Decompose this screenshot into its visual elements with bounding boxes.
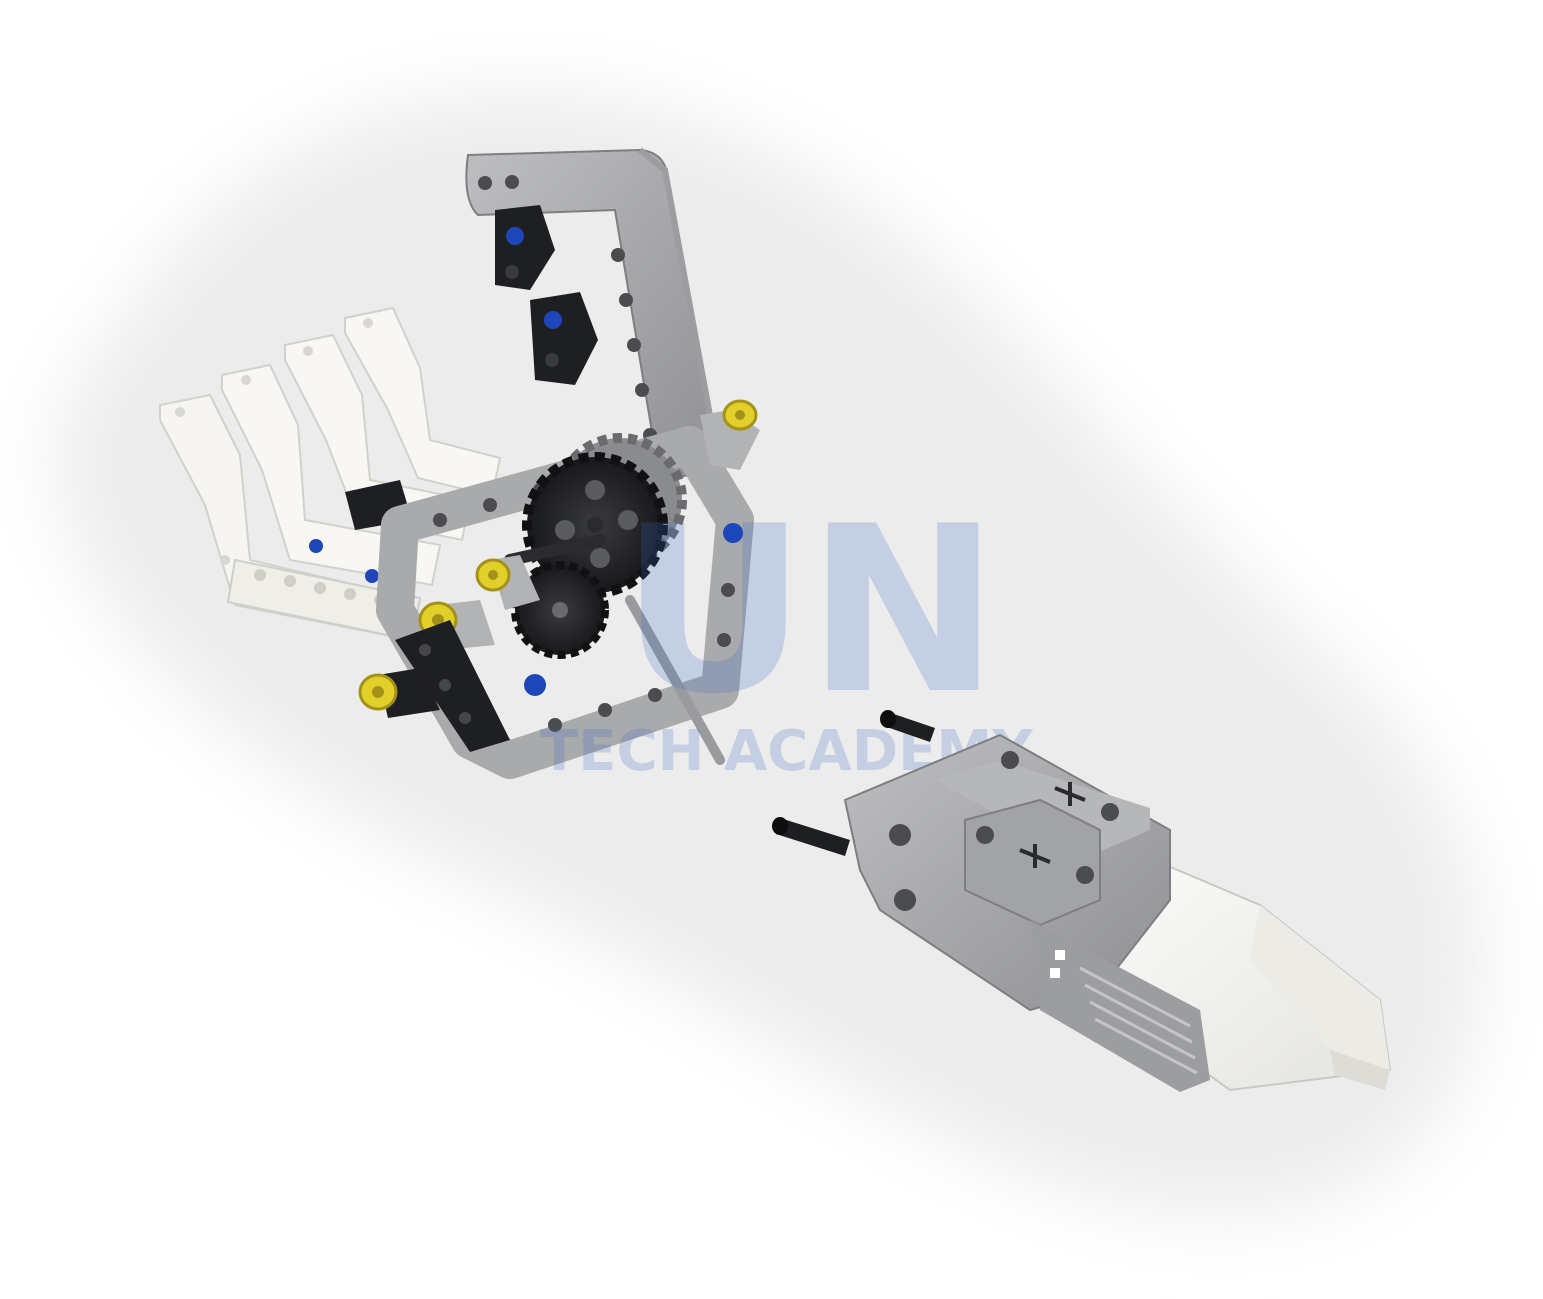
axle <box>504 534 725 765</box>
finger-beam <box>221 363 442 587</box>
finger-beam <box>344 306 502 498</box>
yellow-bushings <box>358 399 760 718</box>
bushing <box>700 399 760 470</box>
servo-motor <box>772 710 1392 1092</box>
black-connectors <box>345 205 598 530</box>
gears <box>511 433 687 659</box>
watermark-letters: UN <box>620 478 999 745</box>
bushing <box>475 555 540 610</box>
motor-pins <box>772 710 935 856</box>
black-beam <box>395 620 510 752</box>
